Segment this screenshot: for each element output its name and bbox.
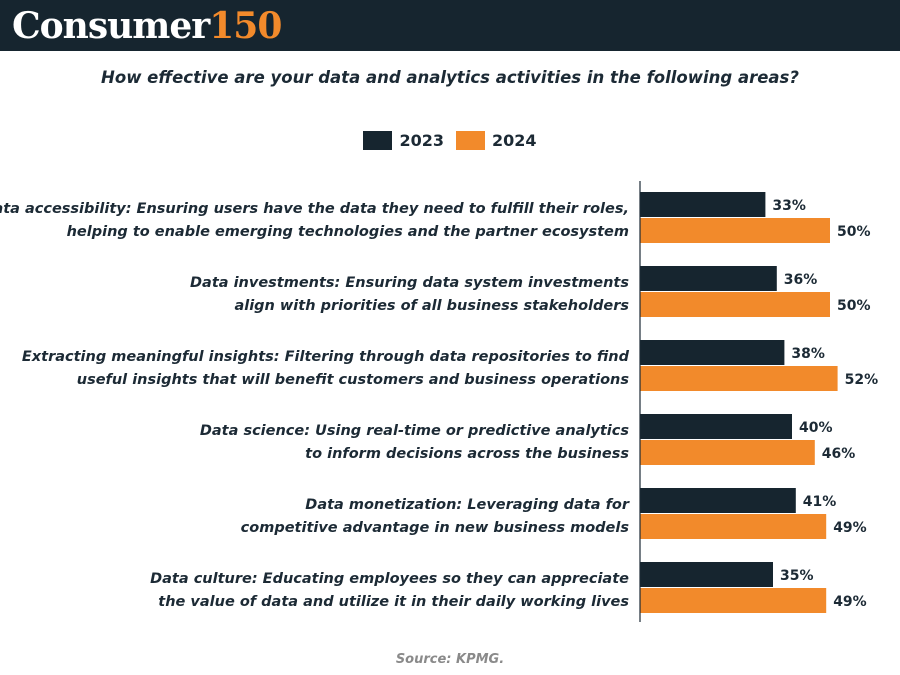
chart-legend: 2023 2024 — [0, 129, 900, 151]
bar-2024-6 — [640, 588, 827, 613]
value-label-2023-4: 40% — [799, 420, 833, 436]
legend-item-2023: 2023 — [363, 130, 444, 150]
legend-item-2024: 2024 — [456, 130, 537, 150]
value-label-2023-5: 41% — [803, 494, 837, 510]
category-label-2-line-2: align with priorities of all business st… — [234, 298, 629, 314]
value-label-2023-2: 36% — [784, 272, 818, 288]
value-label-2023-3: 38% — [791, 346, 825, 362]
value-label-2024-6: 49% — [833, 594, 867, 610]
bar-2024-2 — [640, 292, 830, 317]
category-label-6-line-2: the value of data and utilize it in thei… — [158, 594, 629, 610]
category-label-1-line-1: Data accessibility: Ensuring users have … — [0, 201, 629, 217]
value-label-2024-3: 52% — [845, 372, 879, 388]
value-label-2023-6: 35% — [780, 568, 814, 584]
chart-title: How effective are your data and analytic… — [101, 68, 799, 87]
bar-2024-1 — [640, 218, 830, 243]
category-label-1-line-2: helping to enable emerging technologies … — [67, 224, 629, 240]
brand-logo: Consumer150 — [12, 3, 282, 49]
source-note: Source: KPMG. — [395, 652, 505, 667]
category-label-3-line-1: Extracting meaningful insights: Filterin… — [22, 349, 630, 365]
bar-2023-6 — [640, 562, 773, 587]
legend-swatch-2023 — [363, 130, 393, 150]
category-label-5-line-2: competitive advantage in new business mo… — [241, 520, 630, 536]
category-label-5-line-1: Data monetization: Leveraging data for — [305, 497, 630, 513]
bar-2023-2 — [640, 266, 777, 291]
category-label-2-line-1: Data investments: Ensuring data system i… — [190, 275, 629, 291]
value-label-2024-4: 46% — [822, 446, 856, 462]
brand-number: 150 — [209, 5, 282, 47]
category-label-6-line-1: Data culture: Educating employees so the… — [150, 571, 629, 587]
category-label-3-line-2: useful insights that will benefit custom… — [77, 372, 630, 388]
legend-swatch-2024 — [456, 130, 485, 150]
legend-label-2023: 2023 — [399, 130, 444, 150]
bar-2024-3 — [640, 366, 838, 391]
header-bar: Consumer150 — [0, 0, 900, 51]
category-label-4-line-1: Data science: Using real-time or predict… — [200, 423, 630, 439]
brand-wordmark: Consumer — [12, 5, 210, 47]
value-label-2023-1: 33% — [772, 198, 806, 214]
value-label-2024-2: 50% — [837, 298, 871, 314]
bar-2024-4 — [640, 440, 815, 465]
legend-label-2024: 2024 — [492, 130, 537, 150]
bar-2024-5 — [640, 514, 827, 539]
bar-2023-3 — [640, 340, 785, 365]
value-label-2024-1: 50% — [837, 224, 871, 240]
bar-2023-4 — [640, 414, 792, 439]
category-label-4-line-2: to inform decisions across the business — [305, 446, 629, 462]
bar-2023-5 — [640, 488, 796, 513]
bar-2023-1 — [640, 192, 766, 217]
value-label-2024-5: 49% — [833, 520, 867, 536]
